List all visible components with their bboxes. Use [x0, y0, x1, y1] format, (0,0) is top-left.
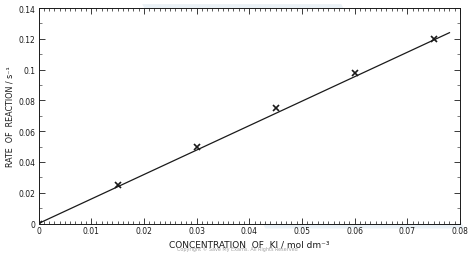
Y-axis label: RATE  OF  REACTION / s⁻¹: RATE OF REACTION / s⁻¹ — [6, 66, 15, 167]
X-axis label: CONCENTRATION  OF  KI / mol dm⁻³: CONCENTRATION OF KI / mol dm⁻³ — [169, 240, 329, 248]
Text: Copyright © Save My Exams. All Rights Reserved: Copyright © Save My Exams. All Rights Re… — [177, 246, 297, 251]
